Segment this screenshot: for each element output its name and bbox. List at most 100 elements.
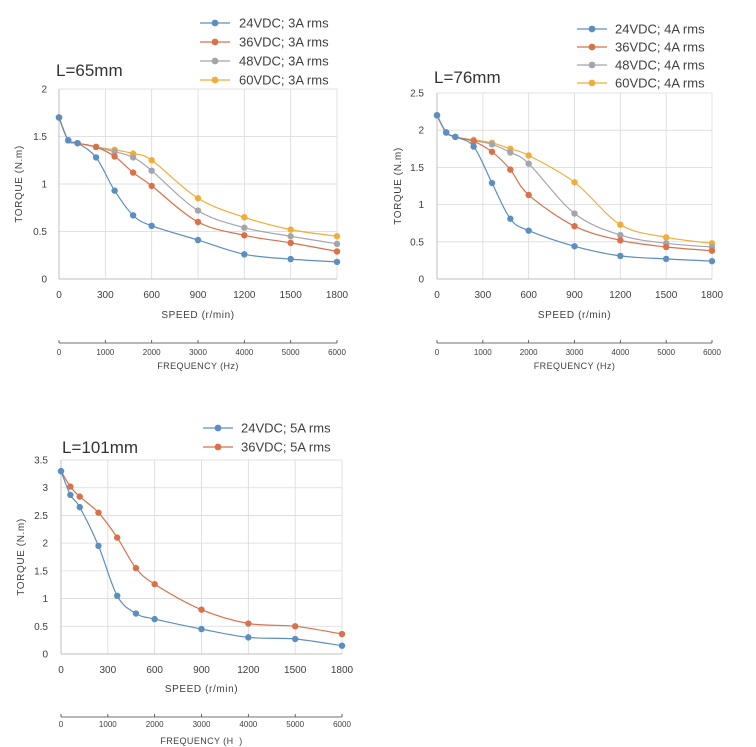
- chart-0: 0 300 600 900 1200 1500 1800 0 0.5 1 1.5 2 SPEED (r/…: [14, 16, 349, 372]
- x-axis-label: SPEED (r/min): [538, 310, 611, 321]
- x-tick-label: 1800: [331, 665, 354, 676]
- x-tick-label: 1500: [655, 290, 678, 301]
- chart-title: L=65mm: [56, 61, 123, 80]
- y-tick-label: 0: [418, 275, 424, 286]
- chart-title: L=76mm: [434, 68, 501, 87]
- data-point: [241, 251, 248, 258]
- data-point: [95, 542, 102, 550]
- data-point: [241, 232, 248, 239]
- frequency-tick-label: 0: [59, 720, 64, 729]
- frequency-tick-label: 4000: [611, 348, 629, 357]
- data-point: [148, 157, 155, 164]
- legend-label: 24VDC; 3A rms: [239, 16, 329, 31]
- legend-marker: [214, 443, 222, 451]
- x-tick-label: 600: [143, 290, 160, 301]
- data-point: [148, 167, 155, 174]
- frequency-tick-label: 4000: [239, 720, 257, 729]
- data-point: [338, 642, 346, 649]
- data-point: [291, 623, 299, 630]
- x-tick-label: 1500: [280, 290, 303, 301]
- data-point: [67, 491, 74, 499]
- legend-label: 48VDC; 4A rms: [615, 58, 705, 73]
- data-point: [194, 236, 202, 244]
- x-tick-label: 1200: [233, 290, 256, 301]
- data-point: [333, 240, 341, 248]
- y-tick-label: 2: [418, 126, 424, 137]
- data-point: [114, 592, 121, 599]
- legend-label: 60VDC; 4A rms: [615, 76, 705, 91]
- frequency-tick-label: 2000: [520, 348, 538, 357]
- legend-marker: [211, 19, 219, 27]
- data-point: [708, 257, 716, 265]
- data-point: [129, 154, 137, 161]
- frequency-tick-label: 2000: [143, 348, 161, 357]
- data-point: [129, 169, 137, 176]
- data-point: [241, 224, 248, 231]
- x-tick-label: 300: [474, 290, 491, 301]
- data-point: [129, 212, 137, 219]
- x-tick-label: 300: [99, 665, 116, 676]
- data-point: [617, 252, 624, 260]
- legend-marker: [214, 424, 222, 432]
- y-tick-label: 0: [41, 275, 47, 286]
- data-point: [338, 630, 346, 638]
- y-tick-label: 1: [41, 180, 47, 191]
- data-point: [470, 143, 477, 150]
- y-tick-label: 1.5: [33, 132, 47, 143]
- y-tick-label: 2: [41, 85, 47, 96]
- frequency-tick-label: 1000: [474, 348, 492, 357]
- frequency-tick-label: 6000: [333, 720, 351, 729]
- data-point: [111, 153, 118, 160]
- frequency-tick-label: 2000: [146, 720, 164, 729]
- frequency-axis-label: FREQUENCY (Hz): [157, 361, 238, 371]
- frequency-tick-label: 3000: [193, 720, 211, 729]
- legend-label: 36VDC; 3A rms: [239, 35, 329, 50]
- legend-marker: [588, 25, 596, 33]
- data-point: [92, 154, 100, 161]
- data-point: [76, 493, 83, 500]
- data-point: [708, 247, 716, 254]
- data-point: [65, 137, 72, 144]
- legend-marker: [588, 43, 596, 51]
- data-point: [507, 166, 514, 173]
- frequency-tick-label: 5000: [286, 720, 304, 729]
- data-point: [571, 210, 578, 217]
- y-axis-label: TORQUE (N.m): [14, 145, 25, 223]
- x-tick-label: 0: [434, 290, 440, 301]
- data-point: [333, 248, 341, 255]
- y-axis-label: TORQUE (N.m): [393, 147, 404, 225]
- data-point: [198, 606, 205, 613]
- data-point: [111, 148, 118, 155]
- data-point: [525, 152, 532, 159]
- legend-label: 48VDC; 3A rms: [239, 54, 329, 69]
- data-point: [67, 483, 74, 490]
- x-axis-label: SPEED (r/min): [165, 684, 238, 695]
- x-tick-label: 900: [193, 665, 210, 676]
- frequency-tick-label: 1000: [99, 720, 117, 729]
- data-point: [198, 625, 205, 633]
- data-point: [111, 187, 118, 194]
- chart-1: 0 300 600 900 1200 1500 1800 0 0.5 1 1.5 2 2.5 SPEED …: [393, 22, 724, 372]
- chart-title: L=101mm: [62, 438, 138, 457]
- x-tick-label: 900: [566, 290, 583, 301]
- legend-label: 24VDC; 5A rms: [241, 421, 331, 436]
- frequency-axis-label: FREQUENCY (H ): [160, 736, 242, 746]
- x-tick-label: 300: [97, 290, 114, 301]
- frequency-tick-label: 6000: [328, 348, 346, 357]
- data-point: [148, 222, 155, 229]
- data-point: [57, 467, 65, 475]
- data-point: [571, 243, 578, 250]
- data-point: [194, 218, 202, 226]
- x-tick-label: 0: [58, 665, 64, 676]
- data-point: [662, 234, 670, 241]
- data-point: [488, 179, 496, 187]
- data-point: [287, 239, 294, 247]
- x-tick-label: 600: [520, 290, 537, 301]
- frequency-tick-label: 5000: [282, 348, 300, 357]
- frequency-tick-label: 1000: [96, 348, 114, 357]
- frequency-axis-label: FREQUENCY (Hz): [534, 361, 615, 371]
- y-tick-label: 1.5: [34, 566, 48, 577]
- x-tick-label: 1500: [284, 665, 307, 676]
- y-tick-label: 0.5: [33, 227, 47, 238]
